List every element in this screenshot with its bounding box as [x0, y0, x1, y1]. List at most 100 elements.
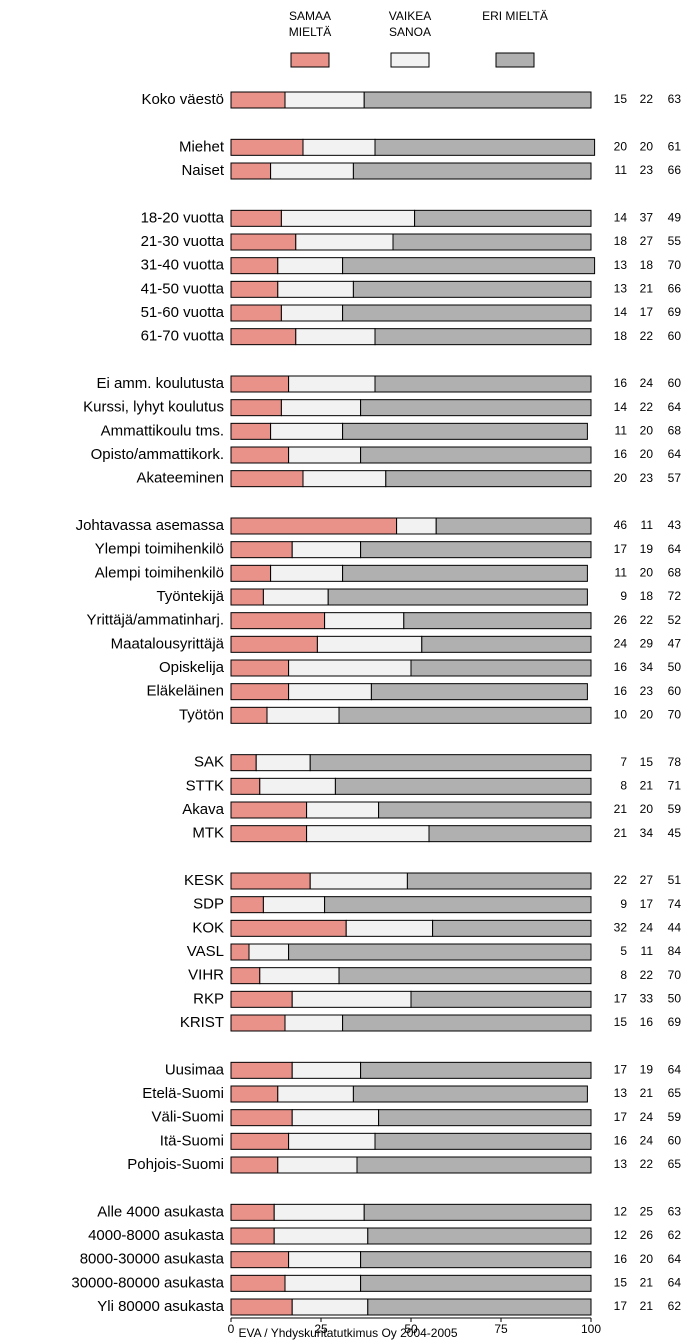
bar-segment [367, 1227, 592, 1245]
bar-segment [342, 1014, 592, 1032]
bar-segment [291, 541, 362, 559]
bar-segment [291, 990, 412, 1008]
bar-segment [230, 683, 290, 701]
value-label: 11 [641, 518, 654, 532]
value-label: 8 [620, 968, 627, 982]
bar-segment [288, 683, 372, 701]
bar-segment [378, 801, 592, 819]
bar-segment [230, 399, 282, 417]
y-tick-label: Johtavassa asemassa [76, 517, 225, 534]
bar-segment [385, 470, 592, 488]
value-label: 84 [668, 944, 682, 958]
bar-segment [367, 1298, 592, 1316]
bar-segment [327, 588, 588, 606]
value-label: 65 [668, 1086, 682, 1100]
bar-segment [273, 1227, 369, 1245]
y-tick-label: Pohjois-Suomi [127, 1156, 224, 1173]
y-tick-label: SAK [194, 754, 224, 771]
value-label: 45 [668, 826, 682, 840]
bar-segment [230, 1156, 279, 1174]
value-label: 64 [668, 400, 682, 414]
value-label: 21 [614, 826, 628, 840]
bar-segment [435, 517, 592, 535]
bar-segment [291, 1061, 362, 1079]
bar-segment [230, 304, 282, 322]
y-tick-label: Akava [182, 801, 224, 818]
value-label: 70 [668, 708, 682, 722]
value-label: 5 [620, 944, 627, 958]
value-label: 18 [640, 258, 654, 272]
y-tick-label: Yli 80000 asukasta [97, 1298, 224, 1315]
bar-segment [306, 825, 430, 843]
value-label: 24 [640, 376, 654, 390]
y-tick-label: MTK [192, 825, 224, 842]
bar-segment [230, 1251, 290, 1269]
bar-segment [406, 872, 592, 890]
y-tick-label: 31-40 vuotta [141, 257, 225, 274]
value-label: 17 [614, 1299, 628, 1313]
bar-segment [230, 375, 290, 393]
bar-segment [363, 91, 592, 109]
value-label: 47 [668, 637, 682, 651]
bar-segment [230, 967, 261, 985]
value-label: 21 [640, 1299, 654, 1313]
value-label: 24 [640, 1110, 654, 1124]
bar-segment [230, 1132, 290, 1150]
value-label: 15 [614, 1276, 628, 1290]
bar-segment [374, 375, 592, 393]
bar-segment [230, 706, 268, 724]
y-tick-label: Alle 4000 asukasta [97, 1203, 224, 1220]
value-label: 15 [614, 1015, 628, 1029]
y-tick-label: Yrittäjä/ammatinharj. [86, 612, 224, 629]
bar-segment [230, 138, 304, 156]
value-label: 63 [668, 92, 682, 106]
bar-segment [248, 943, 290, 961]
y-tick-label: 41-50 vuotta [141, 280, 225, 297]
y-tick-label: 21-30 vuotta [141, 233, 225, 250]
value-label: 9 [620, 897, 627, 911]
value-label: 21 [640, 1276, 654, 1290]
y-tick-label: KRIST [180, 1014, 224, 1031]
bar-segment [280, 399, 362, 417]
bar-segment [288, 446, 362, 464]
y-tick-label: Työntekijä [156, 588, 224, 605]
y-tick-label: Maatalousyrittäjä [111, 635, 225, 652]
bar-segment [230, 990, 293, 1008]
value-label: 71 [668, 779, 682, 793]
value-label: 16 [614, 1134, 628, 1148]
y-tick-label: Etelä-Suomi [142, 1085, 224, 1102]
bar-segment [230, 233, 297, 251]
y-tick-label: Ylempi toimihenkilö [95, 541, 224, 558]
value-label: 21 [640, 779, 654, 793]
value-label: 55 [668, 234, 682, 248]
y-tick-label: 51-60 vuotta [141, 304, 225, 321]
value-label: 43 [668, 518, 682, 532]
value-label: 33 [640, 992, 654, 1006]
bar-segment [230, 1085, 279, 1103]
value-label: 66 [668, 282, 682, 296]
bar-segment [291, 1109, 380, 1127]
value-label: 8 [620, 779, 627, 793]
value-label: 44 [668, 921, 682, 935]
bar-segment [334, 777, 592, 795]
bar-segment [230, 588, 264, 606]
bar-segment [288, 943, 592, 961]
bar-segment [230, 612, 326, 630]
bar-segment [324, 612, 405, 630]
bar-segment [403, 612, 592, 630]
value-label: 62 [668, 1228, 682, 1242]
value-label: 21 [640, 282, 654, 296]
bar-segment [270, 422, 344, 440]
bar-segment [309, 754, 592, 772]
value-label: 72 [668, 589, 682, 603]
x-tick-label: 75 [494, 1322, 508, 1336]
value-label: 22 [640, 92, 654, 106]
value-label: 16 [614, 660, 628, 674]
bar-segment [309, 872, 408, 890]
y-tick-label: Koko väestö [141, 91, 224, 108]
bar-segment [230, 872, 311, 890]
bar-segment [230, 1061, 293, 1079]
value-label: 14 [614, 211, 628, 225]
